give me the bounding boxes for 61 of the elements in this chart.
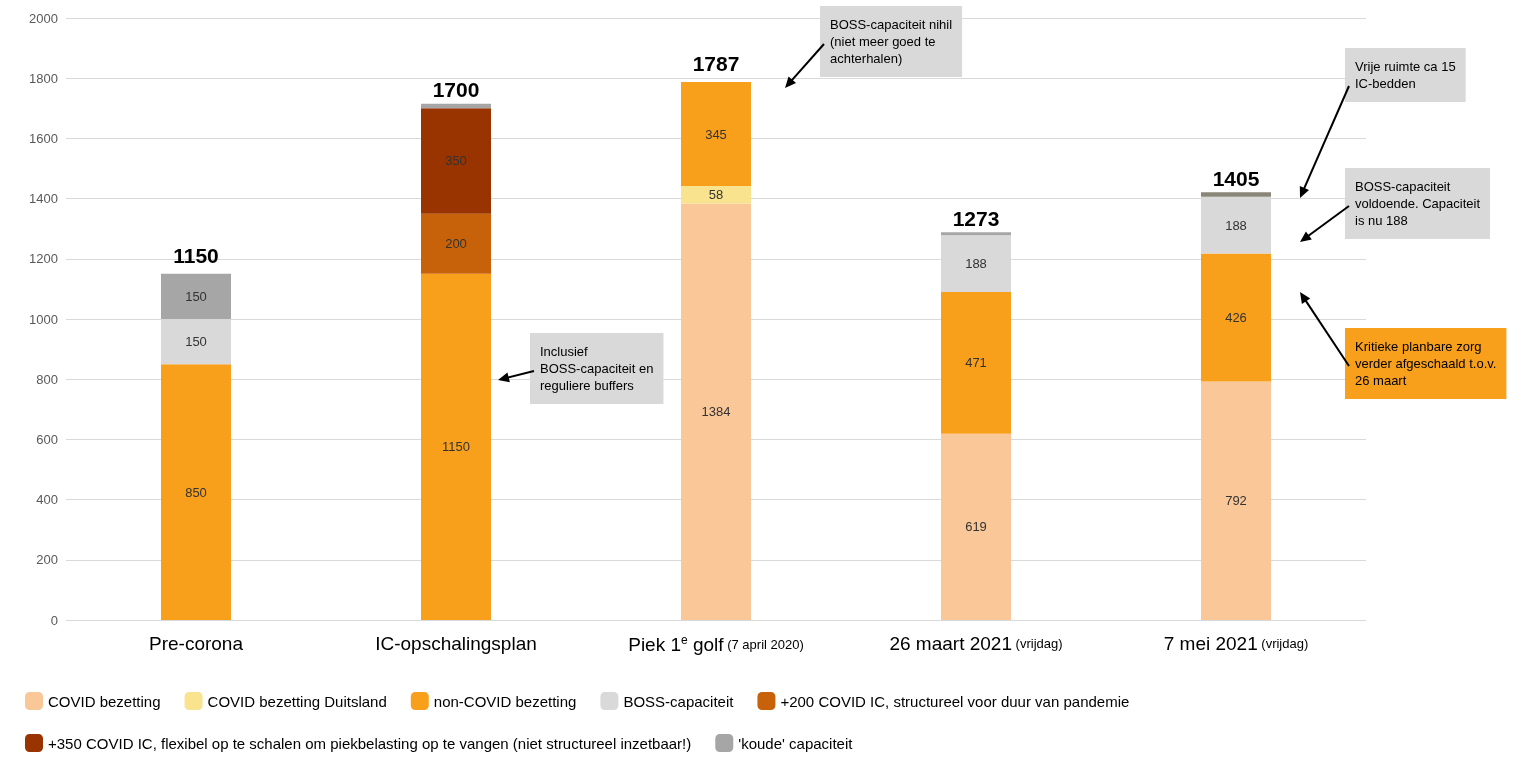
annotation: Inclusief BOSS-capaciteit en reguliere buffers: [540, 344, 654, 393]
data-label: 426: [1225, 309, 1247, 325]
y-tick-label: 1800: [29, 70, 58, 86]
y-tick-label: 200: [36, 552, 58, 568]
annotation: BOSS-capaciteit voldoende. Capaciteit is nu 188: [1355, 179, 1481, 228]
y-tick-label: 1400: [29, 191, 58, 207]
x-tick-label: 7 mei 2021 (vrijdag): [1163, 633, 1309, 654]
y-tick-label: 1600: [29, 130, 58, 146]
data-label: 188: [1225, 217, 1247, 233]
bar: [681, 82, 751, 186]
y-tick-label: 2000: [29, 10, 58, 26]
y-tick-label: 800: [36, 371, 58, 387]
bar: [941, 291, 1011, 434]
x-tick-label: Pre-corona: [149, 633, 244, 654]
annotation: 1273: [952, 206, 1000, 230]
legend-label: BOSS-capaciteit: [623, 692, 735, 710]
bar: [421, 273, 491, 620]
data-label: 58: [708, 187, 724, 203]
bar: [1201, 381, 1271, 620]
bar: [941, 433, 1011, 620]
data-label: 850: [185, 484, 207, 500]
bar: [1201, 192, 1271, 197]
data-label: 150: [185, 334, 207, 350]
bar: [681, 185, 751, 204]
bar: [161, 364, 231, 620]
y-tick-label: 1200: [29, 251, 58, 267]
data-label: 200: [445, 236, 467, 252]
legend-label: +350 COVID IC, flexibel op te schalen om piekbelasting op te vangen (niet structureel inzetbaar!): [48, 734, 692, 752]
data-label: 1150: [442, 439, 470, 455]
legend-label: +200 COVID IC, structureel voor duur van pandemie: [780, 692, 1130, 710]
legend-label: COVID bezetting Duitsland: [207, 692, 387, 710]
data-label: 471: [965, 355, 987, 371]
legend-label: COVID bezetting: [48, 692, 161, 710]
annotation: 1787: [692, 52, 740, 76]
data-label: 188: [965, 256, 987, 272]
y-tick-label: 400: [36, 492, 58, 508]
annotation: 1405: [1212, 167, 1260, 191]
data-label: 1384: [701, 404, 731, 420]
data-label: 619: [965, 519, 987, 535]
bar: [681, 203, 751, 620]
bar: [1201, 253, 1271, 382]
y-tick-label: 600: [36, 431, 58, 447]
y-tick-label: 0: [50, 612, 58, 628]
bar: [941, 232, 1011, 236]
bar: [421, 213, 491, 274]
data-label: 150: [185, 288, 207, 304]
y-tick-label: 1000: [29, 311, 58, 327]
x-tick-label: IC-opschalingsplan: [375, 633, 537, 654]
data-label: 350: [445, 153, 467, 169]
bar: [161, 273, 231, 319]
annotation: BOSS-capaciteit nihil (niet meer goed te achterhalen): [830, 17, 953, 66]
data-label: 345: [705, 126, 727, 142]
annotation: 1150: [173, 243, 219, 267]
annotation: Vrije ruimte ca 15 IC-bedden: [1355, 59, 1456, 91]
bar: [421, 108, 491, 214]
legend-label: 'koude' capaciteit: [738, 734, 854, 752]
annotation: 1700: [432, 78, 480, 102]
x-tick-label: 26 maart 2021 (vrijdag): [889, 633, 1063, 654]
data-label: 792: [1225, 493, 1247, 509]
annotation: Kritieke planbare zorg verder afgeschaald t.o.v. 26 maart: [1355, 339, 1497, 388]
legend-label: non-COVID bezetting: [433, 692, 577, 710]
